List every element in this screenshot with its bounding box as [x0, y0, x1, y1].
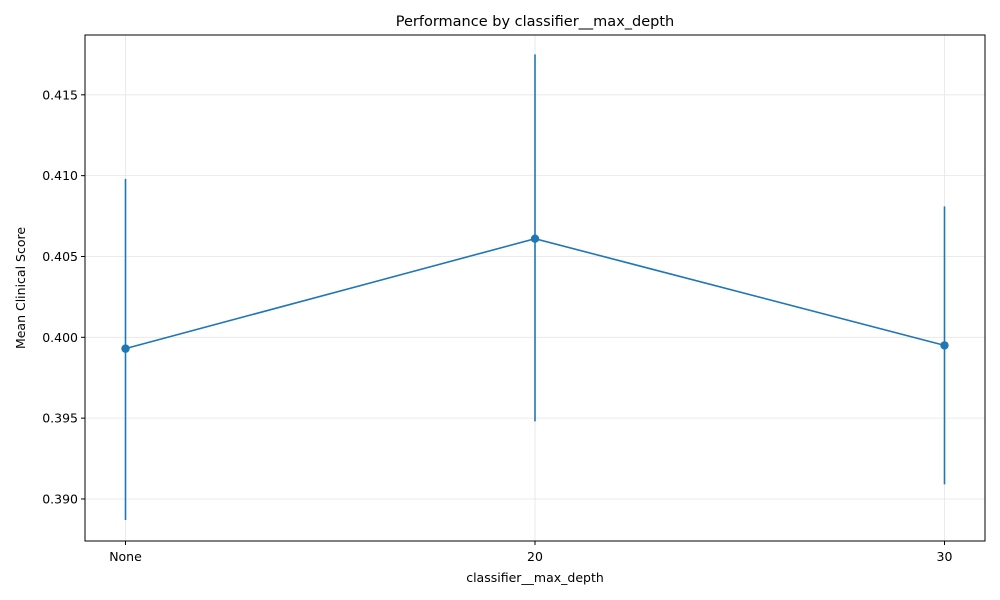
- x-axis-label: classifier__max_depth: [466, 570, 604, 585]
- data-point: [940, 341, 949, 350]
- data-point: [121, 344, 130, 353]
- y-tick-label: 0.400: [42, 330, 78, 345]
- x-tick-label: None: [109, 549, 142, 564]
- y-tick-label: 0.415: [42, 87, 78, 102]
- data-point: [530, 234, 540, 243]
- chart-title: Performance by classifier__max_depth: [396, 14, 674, 30]
- x-tick-label: 20: [527, 549, 543, 564]
- series-markers: [121, 234, 949, 353]
- y-tick-label: 0.395: [42, 411, 78, 426]
- y-tick-label: 0.405: [42, 249, 78, 264]
- ticks: 0.390 0.395 0.400 0.405 0.410 0.415 None 20 30: [42, 87, 952, 564]
- x-tick-label: 30: [937, 549, 953, 564]
- y-tick-label: 0.410: [42, 168, 78, 183]
- y-tick-label: 0.390: [42, 491, 78, 506]
- y-axis-label: Mean Clinical Score: [13, 227, 28, 349]
